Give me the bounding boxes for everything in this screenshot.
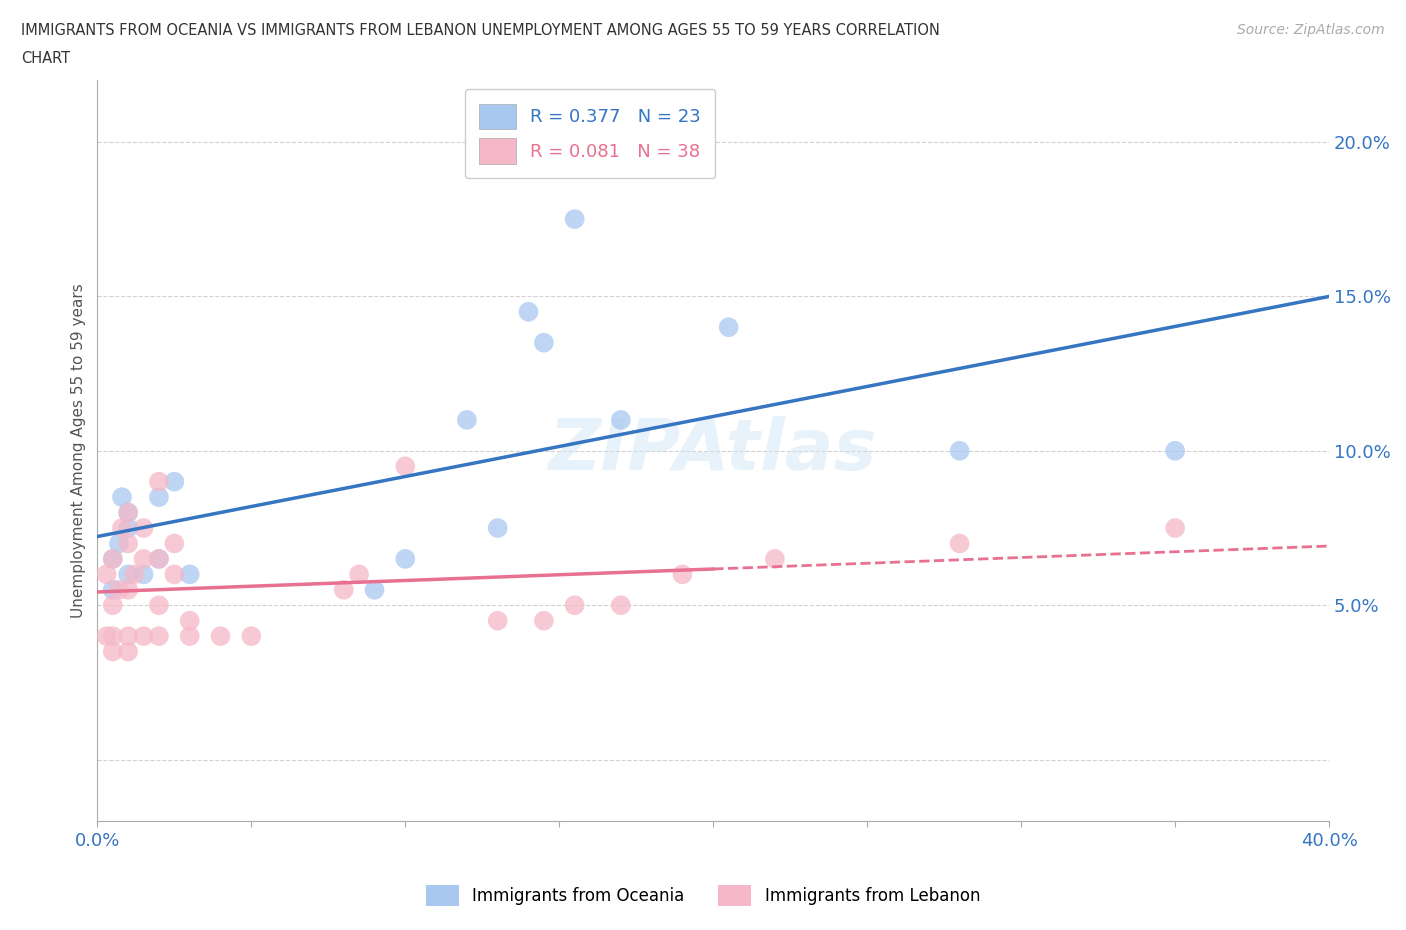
Point — [717, 320, 740, 335]
Point — [101, 551, 124, 566]
Legend: R = 0.377   N = 23, R = 0.081   N = 38: R = 0.377 N = 23, R = 0.081 N = 38 — [465, 89, 716, 179]
Point — [240, 629, 263, 644]
Point — [486, 521, 509, 536]
Point — [132, 551, 155, 566]
Point — [533, 613, 555, 628]
Point — [117, 567, 139, 582]
Point — [179, 613, 201, 628]
Point — [347, 567, 370, 582]
Point — [209, 629, 232, 644]
Point — [101, 644, 124, 659]
Text: CHART: CHART — [21, 51, 70, 66]
Point — [117, 582, 139, 597]
Point — [111, 521, 134, 536]
Point — [148, 551, 170, 566]
Point — [108, 582, 131, 597]
Text: Source: ZipAtlas.com: Source: ZipAtlas.com — [1237, 23, 1385, 37]
Point — [101, 629, 124, 644]
Point — [564, 212, 586, 227]
Point — [1164, 521, 1187, 536]
Point — [179, 629, 201, 644]
Point — [148, 474, 170, 489]
Point — [332, 582, 354, 597]
Point — [363, 582, 385, 597]
Point — [949, 536, 972, 551]
Point — [96, 567, 118, 582]
Point — [148, 629, 170, 644]
Point — [117, 505, 139, 520]
Point — [179, 567, 201, 582]
Point — [949, 444, 972, 458]
Point — [394, 458, 416, 473]
Point — [671, 567, 693, 582]
Point — [101, 551, 124, 566]
Point — [163, 474, 186, 489]
Point — [117, 521, 139, 536]
Point — [117, 536, 139, 551]
Point — [456, 413, 478, 428]
Point — [96, 629, 118, 644]
Point — [101, 582, 124, 597]
Text: IMMIGRANTS FROM OCEANIA VS IMMIGRANTS FROM LEBANON UNEMPLOYMENT AMONG AGES 55 TO: IMMIGRANTS FROM OCEANIA VS IMMIGRANTS FR… — [21, 23, 941, 38]
Point — [124, 567, 146, 582]
Y-axis label: Unemployment Among Ages 55 to 59 years: Unemployment Among Ages 55 to 59 years — [72, 284, 86, 618]
Point — [394, 551, 416, 566]
Point — [148, 490, 170, 505]
Point — [117, 644, 139, 659]
Point — [163, 567, 186, 582]
Point — [610, 413, 633, 428]
Text: ZIPAtlas: ZIPAtlas — [548, 417, 877, 485]
Point — [517, 304, 540, 319]
Point — [108, 536, 131, 551]
Point — [117, 505, 139, 520]
Point — [610, 598, 633, 613]
Point — [1164, 444, 1187, 458]
Point — [564, 598, 586, 613]
Point — [533, 335, 555, 350]
Point — [117, 629, 139, 644]
Point — [763, 551, 786, 566]
Point — [132, 567, 155, 582]
Point — [148, 551, 170, 566]
Point — [132, 629, 155, 644]
Legend: Immigrants from Oceania, Immigrants from Lebanon: Immigrants from Oceania, Immigrants from… — [419, 879, 987, 912]
Point — [132, 521, 155, 536]
Point — [111, 490, 134, 505]
Point — [101, 598, 124, 613]
Point — [163, 536, 186, 551]
Point — [148, 598, 170, 613]
Point — [486, 613, 509, 628]
